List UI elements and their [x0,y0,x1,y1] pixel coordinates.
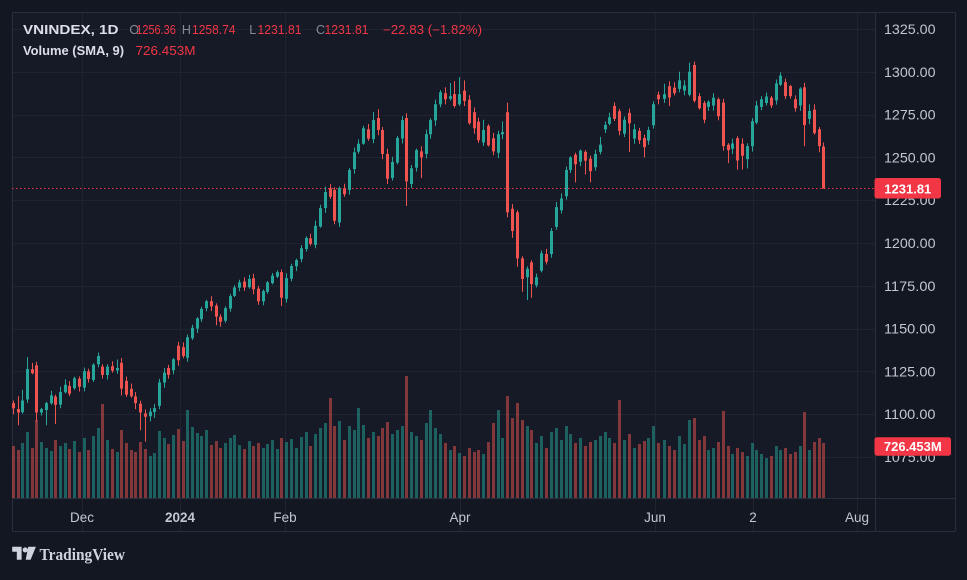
svg-text:Feb: Feb [273,510,296,525]
svg-text:TradingView: TradingView [40,545,126,564]
svg-text:Dec: Dec [70,510,94,525]
svg-text:1250.00: 1250.00 [884,149,936,165]
svg-text:C: C [316,23,325,37]
svg-text:Apr: Apr [449,510,471,525]
svg-text:O: O [129,23,139,37]
svg-text:−22.83 (−1.82%): −22.83 (−1.82%) [383,23,482,37]
svg-text:1231.81: 1231.81 [325,23,369,37]
svg-text:1300.00: 1300.00 [884,64,936,80]
svg-text:1258.74: 1258.74 [192,23,236,37]
svg-text:1325.00: 1325.00 [884,21,936,37]
svg-text:1200.00: 1200.00 [884,235,936,251]
svg-text:726.453M: 726.453M [136,44,196,58]
svg-text:2: 2 [749,510,757,525]
svg-text:1175.00: 1175.00 [884,278,936,294]
svg-text:Jun: Jun [644,510,666,525]
svg-text:1100.00: 1100.00 [884,406,936,422]
svg-text:L: L [249,23,256,37]
svg-text:1231.81: 1231.81 [258,23,302,37]
svg-text:1256.36: 1256.36 [136,23,176,37]
svg-text:1231.81: 1231.81 [884,181,931,196]
svg-text:2024: 2024 [165,510,196,525]
svg-text:VNINDEX, 1D: VNINDEX, 1D [23,22,119,37]
svg-text:Aug: Aug [845,510,869,525]
svg-text:Volume (SMA, 9): Volume (SMA, 9) [23,43,124,58]
svg-text:1275.00: 1275.00 [884,107,936,123]
svg-text:1150.00: 1150.00 [884,321,936,337]
svg-text:726.453M: 726.453M [884,439,942,454]
svg-text:1125.00: 1125.00 [884,363,936,379]
svg-text:H: H [182,23,191,37]
